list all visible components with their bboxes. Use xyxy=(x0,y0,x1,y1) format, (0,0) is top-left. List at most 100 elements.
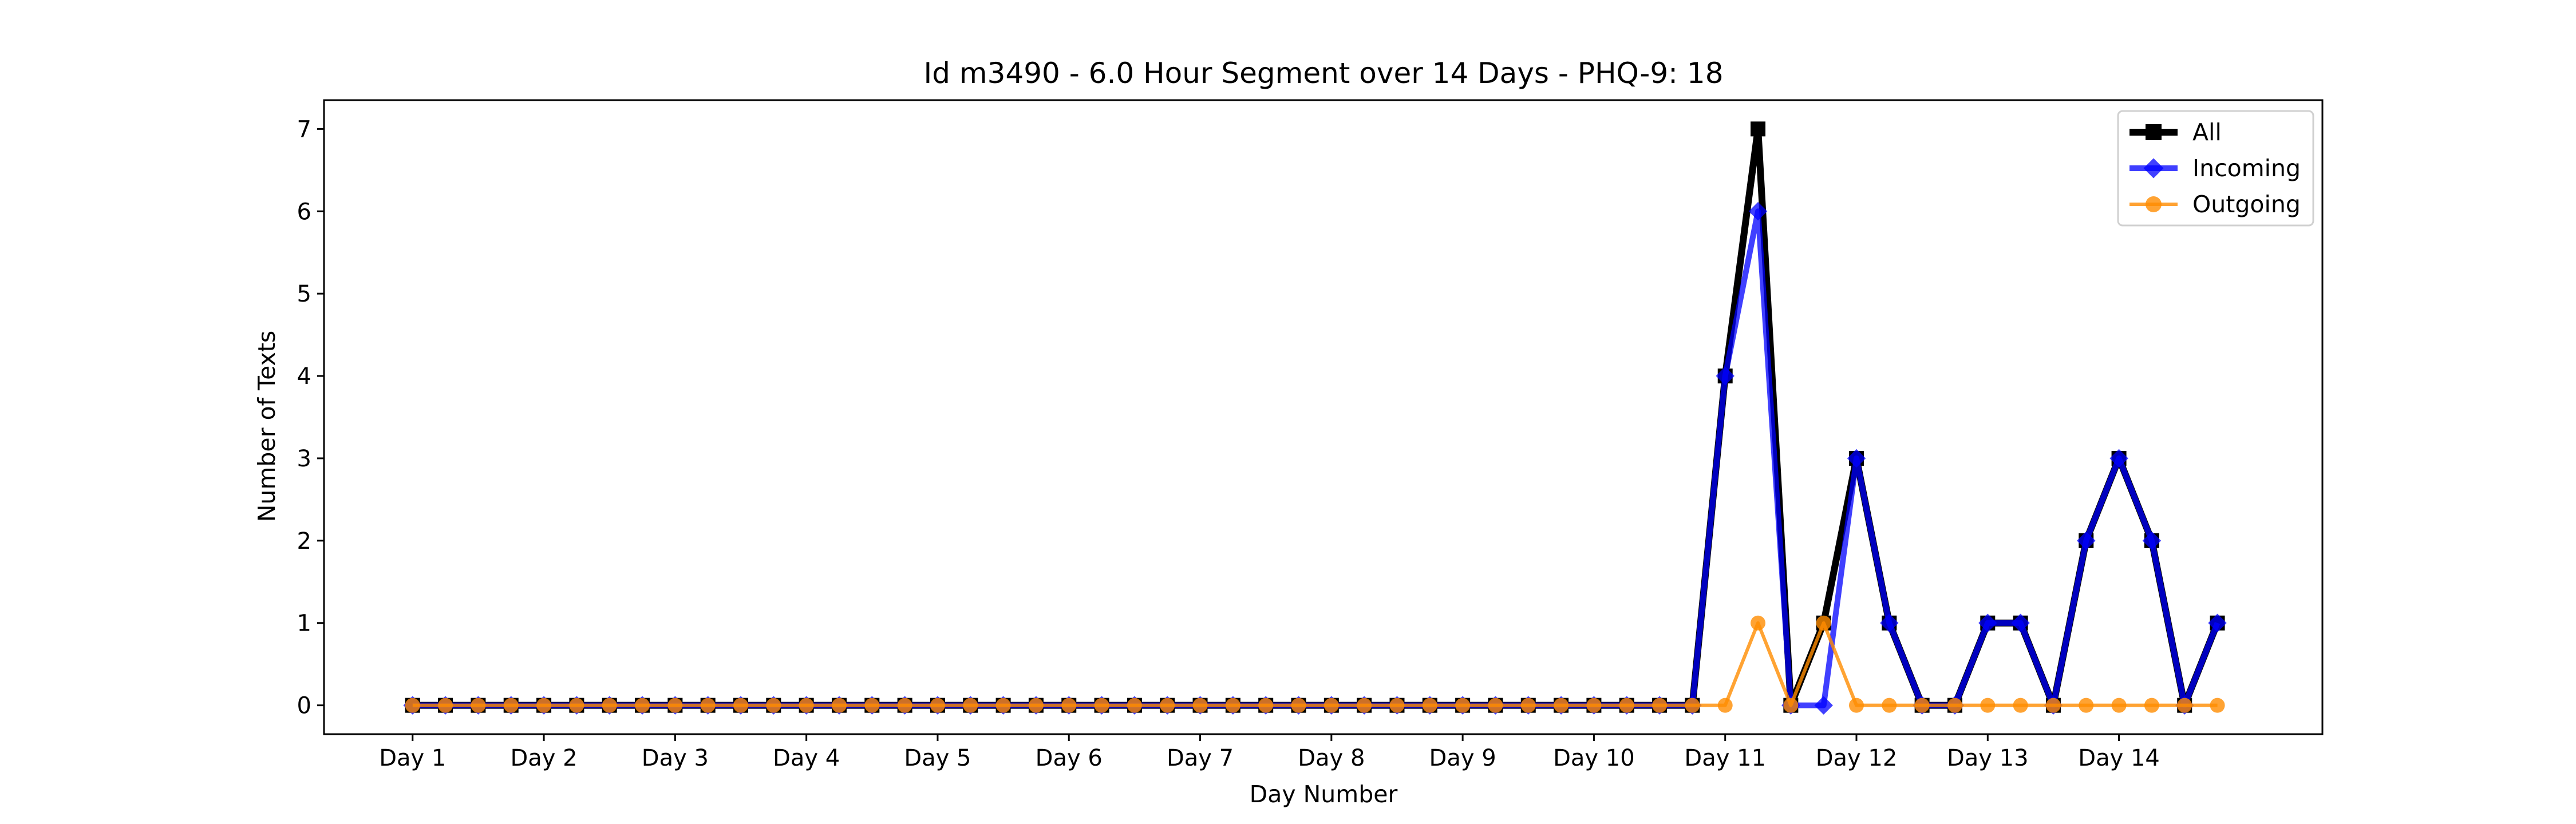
data-point-outgoing xyxy=(1882,698,1897,713)
data-point-incoming xyxy=(2142,531,2162,550)
data-point-incoming xyxy=(2011,613,2030,632)
data-point-outgoing xyxy=(2013,698,2028,713)
x-tick-label: Day 5 xyxy=(904,745,971,771)
x-tick-label: Day 7 xyxy=(1167,745,1234,771)
legend-marker-outgoing xyxy=(2146,196,2162,212)
data-point-outgoing xyxy=(1947,698,1962,713)
data-point-incoming xyxy=(1847,449,1866,468)
legend-label-all: All xyxy=(2192,118,2222,146)
data-point-outgoing xyxy=(1652,698,1668,713)
data-point-outgoing xyxy=(405,698,420,713)
data-point-outgoing xyxy=(2111,698,2127,713)
data-point-outgoing xyxy=(1192,698,1208,713)
data-point-outgoing xyxy=(1127,698,1142,713)
x-tick-label: Day 4 xyxy=(773,745,840,771)
y-tick-label: 5 xyxy=(297,281,311,307)
data-point-incoming xyxy=(1814,696,1833,715)
data-point-outgoing xyxy=(2045,698,2061,713)
x-tick-label: Day 8 xyxy=(1298,745,1365,771)
x-tick-label: Day 13 xyxy=(1947,745,2029,771)
data-point-outgoing xyxy=(700,698,716,713)
x-tick-label: Day 14 xyxy=(2078,745,2160,771)
data-point-outgoing xyxy=(897,698,912,713)
legend-label-incoming: Incoming xyxy=(2192,154,2301,182)
data-point-outgoing xyxy=(1094,698,1109,713)
y-tick-label: 3 xyxy=(297,446,311,472)
data-point-outgoing xyxy=(766,698,781,713)
data-point-incoming xyxy=(2077,531,2096,550)
data-point-outgoing xyxy=(1028,698,1044,713)
legend-box xyxy=(2117,110,2314,227)
x-tick-label: Day 10 xyxy=(1553,745,1635,771)
data-point-outgoing xyxy=(799,698,814,713)
y-tick-label: 1 xyxy=(297,611,311,637)
data-point-outgoing xyxy=(2144,698,2159,713)
data-point-outgoing xyxy=(864,698,880,713)
data-point-outgoing xyxy=(471,698,486,713)
data-point-outgoing xyxy=(1520,698,1536,713)
y-tick-label: 7 xyxy=(297,116,311,142)
data-point-outgoing xyxy=(1160,698,1175,713)
data-point-outgoing xyxy=(1914,698,1930,713)
data-point-outgoing xyxy=(1849,698,1864,713)
y-tick-label: 6 xyxy=(297,199,311,225)
data-point-incoming xyxy=(1748,202,1768,221)
y-axis-label: Number of Texts xyxy=(253,331,280,522)
data-point-outgoing xyxy=(1323,698,1339,713)
data-point-incoming xyxy=(1716,366,1735,386)
data-point-outgoing xyxy=(1816,615,1831,631)
plot-area: 0 1 2 3 4 5 6 7 Day 1 Day 2 Day 3 Day 4 Day 5 Day 6 Da… xyxy=(297,99,2324,771)
data-point-outgoing xyxy=(438,698,453,713)
x-axis-label: Day Number xyxy=(1250,781,1398,808)
data-point-outgoing xyxy=(1061,698,1077,713)
data-point-outgoing xyxy=(569,698,584,713)
data-point-outgoing xyxy=(2079,698,2094,713)
x-tick-label: Day 11 xyxy=(1684,745,1766,771)
data-point-outgoing xyxy=(667,698,683,713)
data-point-outgoing xyxy=(1389,698,1405,713)
y-tick-label: 4 xyxy=(297,363,311,390)
legend-marker-all xyxy=(2146,124,2162,140)
data-point-outgoing xyxy=(635,698,650,713)
x-tick-label: Day 9 xyxy=(1429,745,1496,771)
data-point-all xyxy=(1751,121,1766,137)
data-point-outgoing xyxy=(2210,698,2225,713)
data-point-outgoing xyxy=(995,698,1011,713)
data-point-outgoing xyxy=(1225,698,1240,713)
chart-title: Id m3490 - 6.0 Hour Segment over 14 Days… xyxy=(923,57,1723,90)
x-tick-label: Day 3 xyxy=(642,745,709,771)
data-point-incoming xyxy=(1978,613,1997,632)
data-point-outgoing xyxy=(1619,698,1634,713)
x-tick-label: Day 2 xyxy=(510,745,577,771)
data-point-outgoing xyxy=(2177,698,2192,713)
data-point-outgoing xyxy=(1258,698,1274,713)
x-tick-label: Day 1 xyxy=(379,745,446,771)
y-tick-label: 2 xyxy=(297,528,311,554)
data-point-outgoing xyxy=(831,698,847,713)
data-point-incoming xyxy=(1880,613,1899,632)
data-point-outgoing xyxy=(1291,698,1306,713)
data-point-outgoing xyxy=(1717,698,1733,713)
data-point-outgoing xyxy=(503,698,519,713)
data-point-outgoing xyxy=(602,698,617,713)
data-point-outgoing xyxy=(963,698,978,713)
data-point-outgoing xyxy=(1422,698,1437,713)
x-tick-label: Day 12 xyxy=(1816,745,1898,771)
y-tick-label: 0 xyxy=(297,693,311,719)
data-point-outgoing xyxy=(1980,698,1996,713)
legend-marker-incoming xyxy=(2143,158,2164,179)
plot-frame xyxy=(323,99,2324,735)
x-tick-label: Day 6 xyxy=(1036,745,1103,771)
data-point-outgoing xyxy=(1783,698,1799,713)
data-point-incoming xyxy=(2109,449,2128,468)
data-point-outgoing xyxy=(930,698,945,713)
data-point-outgoing xyxy=(733,698,749,713)
data-point-outgoing xyxy=(1554,698,1569,713)
data-point-incoming xyxy=(2208,613,2227,632)
data-point-outgoing xyxy=(1751,615,1766,631)
data-point-outgoing xyxy=(1357,698,1372,713)
legend-label-outgoing: Outgoing xyxy=(2192,191,2301,218)
data-point-outgoing xyxy=(536,698,552,713)
data-point-outgoing xyxy=(1586,698,1602,713)
